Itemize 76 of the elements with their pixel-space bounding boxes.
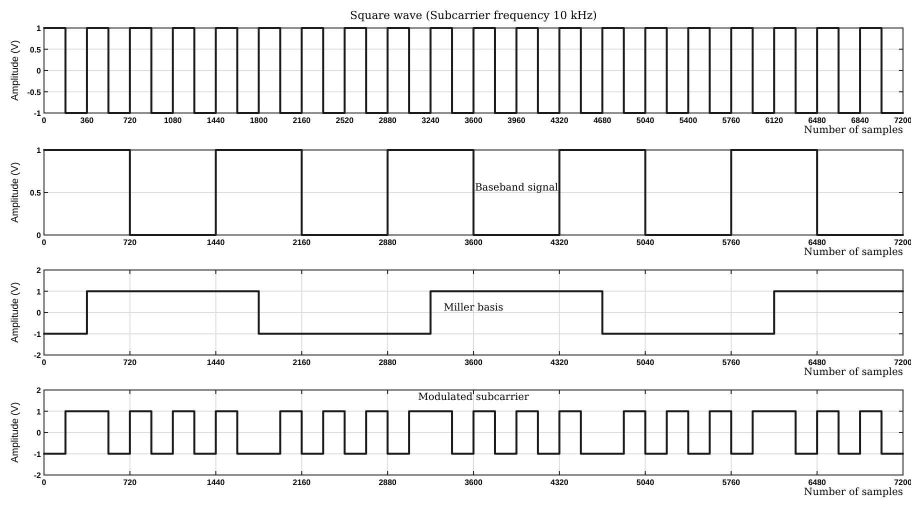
x-tick-label: 1440: [206, 358, 226, 367]
x-tick-label: 5040: [636, 238, 655, 247]
y-tick-label: 1: [36, 146, 42, 155]
y-tick-label: 2: [36, 386, 42, 395]
y-tick-label: -0.5: [27, 88, 42, 97]
x-tick-label: 1080: [164, 116, 182, 125]
x-tick-label: 4320: [550, 238, 569, 247]
x-tick-label: 2880: [378, 116, 398, 125]
x-tick-label: 6840: [851, 116, 870, 125]
x-tick-label: 360: [80, 116, 94, 125]
x-tick-label: 5760: [722, 116, 741, 125]
x-axis-title: Number of samples: [804, 125, 903, 136]
y-tick-label: 2: [36, 266, 42, 275]
x-tick-label: 6480: [808, 358, 827, 367]
x-tick-label: 3600: [464, 358, 483, 367]
x-tick-label: 2880: [378, 358, 398, 367]
x-tick-label: 4320: [550, 116, 569, 125]
y-axis-title: Amplitude (V): [10, 282, 21, 343]
x-tick-label: 4680: [593, 116, 612, 125]
x-tick-label: 1440: [206, 116, 226, 125]
x-tick-label: 2160: [292, 478, 312, 487]
x-tick-label: 720: [123, 478, 138, 487]
x-tick-label: 1440: [206, 478, 226, 487]
annotation: Modulated subcarrier: [418, 392, 530, 403]
x-tick-label: 5040: [636, 116, 655, 125]
x-tick-label: 5040: [636, 358, 655, 367]
x-tick-label: 2160: [292, 116, 312, 125]
annotation: Baseband signal: [474, 182, 558, 194]
x-tick-label: 5760: [722, 358, 741, 367]
y-tick-label: 1: [36, 287, 42, 296]
x-tick-label: 5760: [722, 478, 741, 487]
annotation: Miller basis: [444, 302, 504, 314]
x-tick-label: 2160: [292, 358, 312, 367]
x-tick-label: 1800: [250, 116, 268, 125]
y-tick-label: 0: [36, 428, 42, 438]
y-tick-label: 0.5: [30, 45, 42, 54]
x-tick-label: 6480: [808, 238, 827, 247]
y-axis-title: Amplitude (V): [10, 40, 21, 101]
y-tick-label: 0: [36, 308, 42, 318]
y-tick-label: -2: [34, 471, 42, 480]
x-tick-label: 6480: [808, 116, 827, 125]
y-tick-label: 1: [36, 24, 42, 33]
y-tick-label: 0: [36, 231, 42, 240]
y-tick-label: 1: [36, 407, 42, 416]
x-tick-label: 5760: [722, 238, 741, 247]
x-tick-label: 720: [123, 358, 138, 367]
x-tick-label: 720: [123, 116, 138, 125]
x-tick-label: 5400: [679, 116, 698, 125]
y-tick-label: -1: [34, 450, 42, 459]
x-tick-label: 3240: [422, 116, 440, 125]
x-tick-label: 1440: [206, 238, 226, 247]
x-axis-title: Number of samples: [804, 247, 903, 258]
x-tick-label: 3960: [508, 116, 526, 125]
y-tick-label: -1: [34, 109, 42, 118]
x-tick-label: 3600: [464, 238, 483, 247]
y-tick-label: -2: [34, 351, 42, 360]
y-tick-label: 0.5: [30, 188, 42, 198]
x-tick-label: 5040: [636, 478, 655, 487]
chart-title: Square wave (Subcarrier frequency 10 kHz): [350, 9, 597, 22]
x-axis-title: Number of samples: [804, 487, 903, 498]
x-tick-label: 2520: [336, 116, 354, 125]
x-tick-label: 3600: [464, 116, 483, 125]
x-tick-label: 2880: [378, 478, 398, 487]
x-tick-label: 6480: [808, 478, 827, 487]
x-tick-label: 6120: [765, 116, 784, 125]
x-tick-label: 2880: [378, 238, 398, 247]
x-tick-label: 720: [123, 238, 138, 247]
x-axis-title: Number of samples: [804, 367, 903, 378]
x-tick-label: 2160: [292, 238, 312, 247]
y-axis-title: Amplitude (V): [10, 402, 21, 463]
x-tick-label: 4320: [550, 358, 569, 367]
y-tick-label: -1: [34, 330, 42, 339]
y-axis-title: Amplitude (V): [10, 162, 21, 223]
y-tick-label: 0: [36, 66, 42, 76]
x-tick-label: 4320: [550, 478, 569, 487]
x-tick-label: 3600: [464, 478, 483, 487]
